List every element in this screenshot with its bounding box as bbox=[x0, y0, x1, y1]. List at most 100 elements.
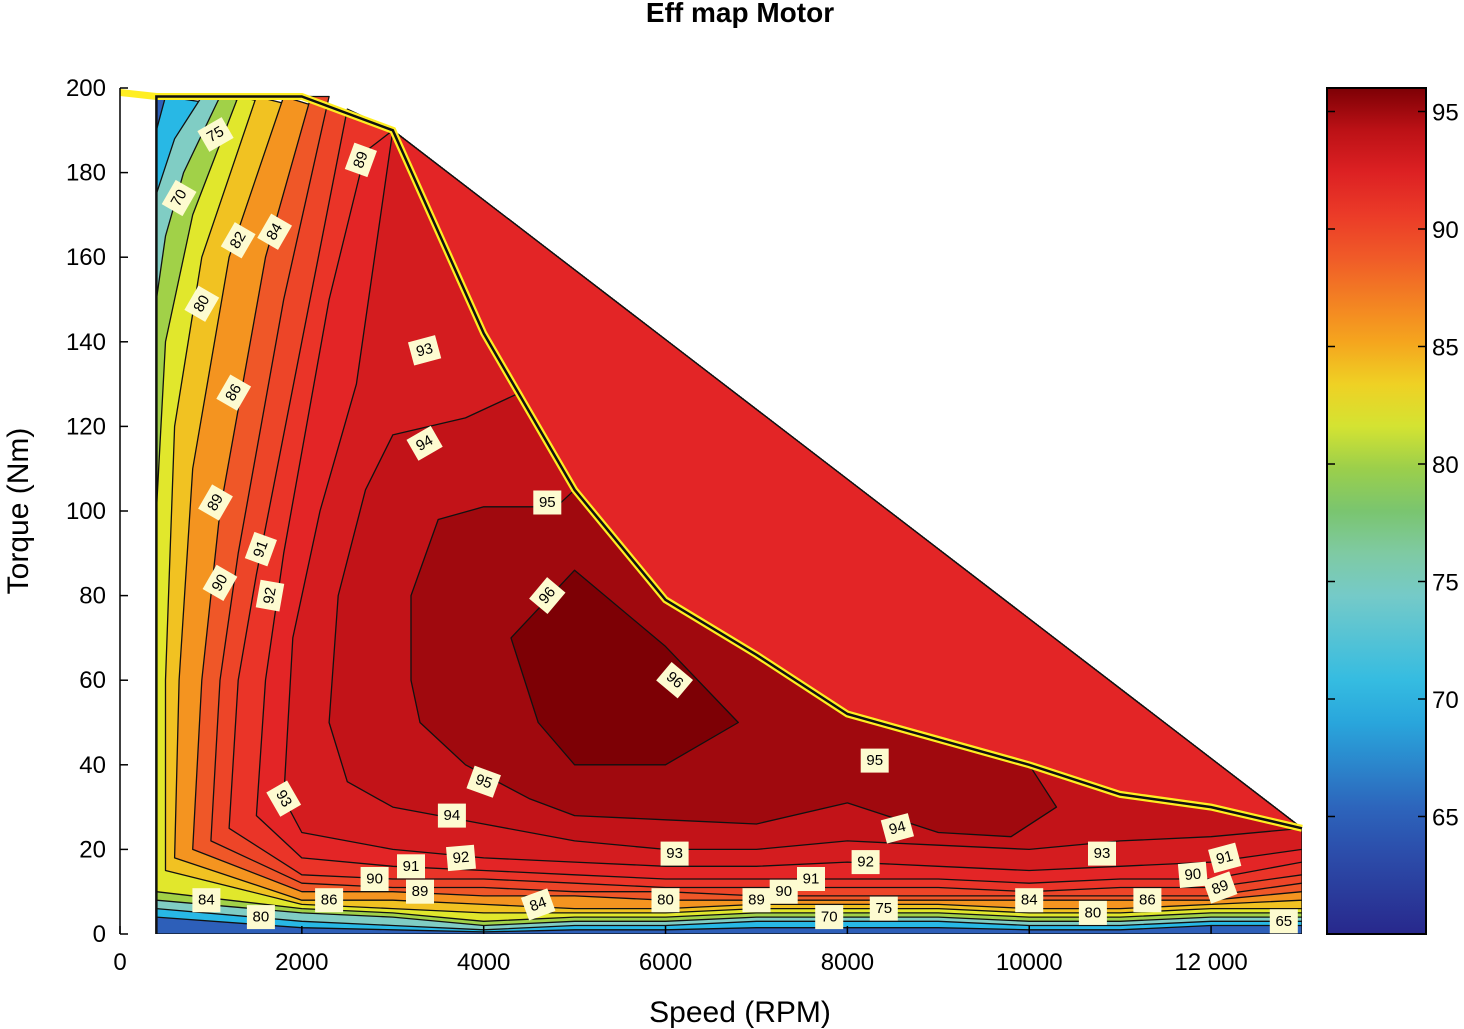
y-tick-label: 200 bbox=[66, 75, 106, 102]
contour-label-86: 86 bbox=[216, 374, 252, 411]
contour-label-84: 84 bbox=[520, 888, 556, 921]
contour-label-box bbox=[255, 579, 285, 612]
x-tick-label: 0 bbox=[113, 949, 126, 976]
contour-label-text: 90 bbox=[775, 883, 792, 900]
y-tick-label: 100 bbox=[66, 498, 106, 525]
colorbar-tick-label: 70 bbox=[1432, 687, 1459, 714]
contour-label-text: 86 bbox=[321, 892, 338, 909]
contour-label-box bbox=[1133, 888, 1162, 913]
y-tick-label: 20 bbox=[79, 836, 106, 863]
contour-label-text: 89 bbox=[1209, 877, 1230, 899]
contour-label-box bbox=[266, 780, 302, 817]
x-tick-label: 10000 bbox=[996, 949, 1063, 976]
contour-label-65: 65 bbox=[1269, 909, 1298, 934]
contour-label-80: 80 bbox=[184, 285, 220, 322]
contour-label-box bbox=[446, 844, 476, 872]
contour-label-text: 70 bbox=[821, 909, 838, 926]
contour-label-90: 90 bbox=[1177, 861, 1208, 888]
contour-label-box bbox=[1202, 871, 1238, 904]
contour-label-text: 90 bbox=[366, 871, 383, 888]
contour-label-text: 90 bbox=[1184, 866, 1202, 884]
contour-label-box bbox=[257, 213, 292, 250]
contour-label-95: 95 bbox=[533, 490, 562, 515]
contour-label-91: 91 bbox=[797, 867, 825, 891]
contour-label-box bbox=[437, 803, 466, 828]
contour-label-84: 84 bbox=[257, 213, 292, 250]
contour-label-box bbox=[161, 179, 197, 217]
contour-label-text: 80 bbox=[1085, 904, 1102, 921]
contour-label-box bbox=[220, 222, 256, 259]
colorbar-tick-label: 65 bbox=[1432, 805, 1459, 832]
contour-label-75: 75 bbox=[197, 117, 234, 152]
contour-label-box bbox=[1078, 900, 1107, 925]
contour-label-box bbox=[769, 879, 798, 904]
contour-label-text: 84 bbox=[527, 894, 548, 916]
y-axis-label: Torque (Nm) bbox=[2, 428, 35, 595]
contour-label-80: 80 bbox=[651, 888, 680, 913]
contour-label-box bbox=[651, 888, 680, 913]
contour-region-96 bbox=[510, 569, 739, 766]
contour-label-text: 84 bbox=[1021, 892, 1038, 909]
contour-label-box bbox=[406, 425, 443, 461]
contour-label-text: 92 bbox=[260, 586, 280, 605]
contour-label-text: 84 bbox=[263, 220, 286, 243]
contour-label-box bbox=[315, 888, 344, 913]
contour-label-text: 95 bbox=[866, 752, 883, 769]
contour-label-text: 80 bbox=[190, 292, 213, 315]
contour-label-80: 80 bbox=[246, 905, 275, 930]
chart-title: Eff map Motor bbox=[646, 0, 834, 28]
contour-label-84: 84 bbox=[1015, 888, 1044, 913]
contour-label-box bbox=[742, 888, 771, 913]
contour-label-text: 89 bbox=[748, 892, 765, 909]
contour-label-box bbox=[529, 577, 566, 615]
contour-label-box bbox=[246, 905, 275, 930]
contour-label-89: 89 bbox=[406, 879, 434, 904]
contour-label-text: 95 bbox=[539, 494, 556, 511]
contour-label-70: 70 bbox=[815, 905, 844, 930]
colorbar-tick-label: 85 bbox=[1432, 335, 1459, 362]
contour-labels: 75 70 89 82 84 80 93 86 94 95 89 91 90 92 96 96 95 95 93 94… bbox=[161, 117, 1298, 934]
contour-label-box bbox=[197, 117, 234, 152]
contour-label-text: 93 bbox=[1094, 845, 1111, 862]
contour-label-text: 65 bbox=[1275, 913, 1292, 930]
colorbar-tick-label: 75 bbox=[1432, 570, 1459, 597]
contour-label-84: 84 bbox=[192, 888, 221, 913]
x-axis-label: Speed (RPM) bbox=[649, 996, 831, 1029]
contour-label-text: 75 bbox=[204, 123, 227, 146]
contour-label-box bbox=[216, 374, 252, 411]
contour-label-box bbox=[533, 490, 562, 515]
colorbar: 65 70 75 80 85 90 95 bbox=[1326, 87, 1459, 935]
contour-label-text: 91 bbox=[803, 871, 820, 888]
contour-label-90: 90 bbox=[360, 867, 389, 891]
y-tick-label: 0 bbox=[93, 921, 106, 948]
contour-label-box bbox=[344, 142, 377, 178]
colorbar-gradient bbox=[1326, 87, 1427, 935]
contour-label-94: 94 bbox=[437, 803, 466, 828]
contour-label-text: 70 bbox=[168, 187, 191, 210]
contour-label-text: 94 bbox=[887, 818, 908, 839]
contour-label-70: 70 bbox=[161, 179, 197, 217]
contour-label-80: 80 bbox=[1078, 900, 1107, 925]
contour-label-text: 80 bbox=[253, 909, 270, 926]
y-tick-label: 80 bbox=[79, 583, 106, 610]
contour-label-box bbox=[202, 564, 238, 602]
contour-label-box bbox=[880, 813, 915, 844]
x-tick-label: 4000 bbox=[457, 949, 510, 976]
x-tick-label: 12 000 bbox=[1174, 949, 1247, 976]
colorbar-tick-label: 80 bbox=[1432, 452, 1459, 479]
contour-label-90: 90 bbox=[202, 564, 238, 602]
contour-label-box bbox=[407, 335, 442, 366]
x-axis: 0 2000 4000 6000 8000 10000 12 000 bbox=[113, 926, 1248, 976]
contour-label-box bbox=[797, 867, 825, 891]
contour-label-96: 96 bbox=[656, 662, 694, 699]
contour-label-95: 95 bbox=[466, 765, 501, 798]
y-axis: 0 20 40 60 80 100 120 140 160 180 200 bbox=[66, 75, 128, 948]
contour-label-box bbox=[244, 531, 277, 567]
contour-label-box bbox=[406, 879, 434, 904]
contour-label-text: 80 bbox=[657, 892, 674, 909]
contour-label-75: 75 bbox=[869, 896, 898, 921]
contour-label-96: 96 bbox=[529, 577, 566, 615]
contour-label-text: 94 bbox=[444, 807, 461, 824]
contour-label-box bbox=[397, 854, 425, 879]
